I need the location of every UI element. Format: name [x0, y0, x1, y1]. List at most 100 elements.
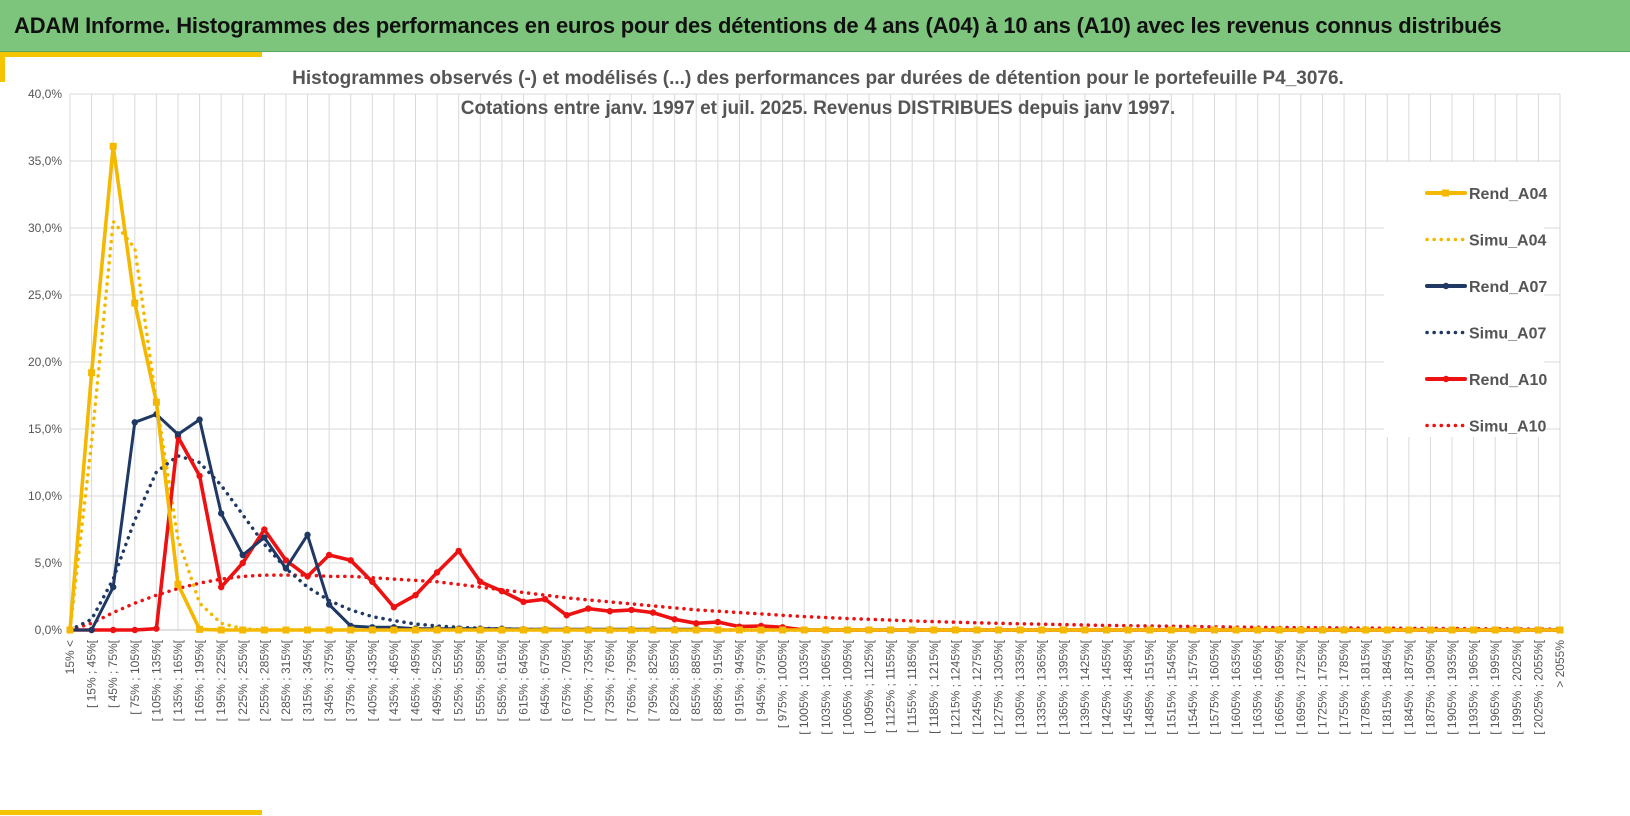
x-tick-label: [ 1485% ; 1515%[ — [1143, 639, 1157, 734]
data-point-rend-a04 — [1318, 626, 1326, 634]
data-point-rend-a04 — [563, 626, 571, 634]
legend-label-simu-a10: Simu_A10 — [1469, 419, 1546, 436]
data-point-rend-a10 — [261, 526, 268, 533]
data-point-rend-a04 — [1038, 626, 1046, 634]
data-point-rend-a04 — [995, 626, 1003, 634]
data-point-rend-a10 — [369, 578, 376, 585]
data-point-rend-a04 — [1189, 626, 1197, 634]
data-point-rend-a04 — [282, 626, 290, 634]
data-point-rend-a04 — [627, 626, 635, 634]
y-tick-label: 40,0% — [28, 87, 62, 101]
x-tick-label: [ 1995% ; 2025%[ — [1510, 639, 1524, 734]
x-tick-label: [ 1365% ; 1395%[ — [1056, 639, 1070, 734]
data-point-rend-a07 — [217, 510, 225, 517]
data-point-rend-a10 — [477, 578, 484, 585]
series-line-rend-a04 — [68, 144, 1562, 632]
data-point-rend-a04 — [1297, 626, 1305, 634]
legend: Rend_A04 Simu_A04 Rend_A07 Simu_A07 Rend_A10… — [1384, 162, 1547, 437]
data-point-rend-a04 — [692, 626, 700, 634]
x-tick-label: [ 1185% ; 1215%[ — [927, 639, 941, 734]
data-point-rend-a10 — [109, 626, 117, 634]
data-point-rend-a04 — [1405, 626, 1413, 634]
data-point-rend-a07 — [282, 565, 290, 572]
data-point-rend-a10 — [217, 583, 225, 591]
data-point-rend-a10 — [196, 472, 203, 480]
x-tick-label: [ 1125% ; 1155%[ — [884, 639, 898, 733]
legend-marker-rend-a10 — [1442, 375, 1450, 383]
x-tick-label: [ 495% ; 525%[ — [430, 639, 444, 721]
x-tick-label: [ 1725% ; 1755%[ — [1315, 639, 1329, 734]
data-point-rend-a04 — [390, 626, 398, 634]
header-bar: ADAM Informe. Histogrammes des performan… — [0, 0, 1630, 52]
x-tick-label: [ 1815% ; 1845%[ — [1380, 639, 1394, 734]
y-tick-label: 10,0% — [28, 489, 62, 503]
x-tick-label: [ 135% ; 165%[ — [171, 639, 185, 721]
data-point-rend-a04 — [519, 626, 527, 634]
data-point-rend-a04 — [174, 580, 182, 588]
x-tick-label: [ 1665% ; 1695%[ — [1272, 639, 1286, 734]
data-point-rend-a04 — [757, 626, 765, 634]
accent-bar-bottom — [0, 810, 262, 815]
y-tick-label: 20,0% — [28, 355, 62, 369]
y-tick-label: 25,0% — [28, 288, 62, 302]
data-point-rend-a04 — [541, 626, 549, 634]
data-point-rend-a10 — [628, 606, 635, 614]
data-point-rend-a07 — [109, 583, 117, 591]
x-tick-label: [ 735% ; 765%[ — [603, 639, 617, 721]
data-point-rend-a04 — [951, 626, 959, 634]
x-tick-label: [ 855% ; 885%[ — [689, 639, 703, 721]
x-tick-label: [ 1305% ; 1335%[ — [1013, 639, 1027, 734]
data-point-rend-a04 — [1016, 626, 1024, 634]
data-point-rend-a04 — [908, 626, 916, 634]
data-point-rend-a10 — [433, 569, 441, 576]
data-point-rend-a04 — [260, 626, 268, 634]
x-tick-label: [ 345% ; 375%[ — [322, 639, 336, 721]
data-point-rend-a10 — [563, 612, 570, 619]
data-point-rend-a04 — [865, 626, 873, 634]
data-point-rend-a04 — [1340, 626, 1348, 634]
x-tick-label: [ 1635% ; 1665%[ — [1251, 639, 1265, 734]
data-point-rend-a04 — [887, 626, 895, 634]
x-tick-label: [ 195% ; 225%[ — [214, 639, 228, 721]
x-tick-label: [ 1215% ; 1245%[ — [948, 639, 962, 734]
data-point-rend-a04 — [152, 398, 160, 406]
legend-box — [1384, 162, 1544, 437]
data-point-rend-a04 — [930, 626, 938, 634]
x-tick-label: [ 405% ; 435%[ — [365, 639, 379, 721]
x-tick-label: 15% < — [63, 640, 77, 674]
x-tick-label: [ 1455% ; 1485%[ — [1121, 639, 1135, 734]
data-point-rend-a04 — [671, 626, 679, 634]
data-point-rend-a04 — [239, 626, 247, 634]
x-tick-label: [ 945% ; 975%[ — [754, 639, 768, 721]
x-tick-label: [ 1515% ; 1545%[ — [1164, 639, 1178, 734]
data-point-rend-a04 — [843, 626, 851, 634]
data-point-rend-a04 — [217, 626, 225, 634]
data-point-rend-a04 — [1146, 626, 1154, 634]
x-tick-label: [ 585% ; 615%[ — [495, 639, 509, 721]
data-point-rend-a04 — [1362, 626, 1370, 634]
data-point-rend-a10 — [606, 608, 614, 615]
x-tick-label: [ 1155% ; 1185%[ — [905, 639, 919, 733]
x-tick-label: [ 705% ; 735%[ — [581, 639, 595, 721]
y-tick-label: 5,0% — [35, 556, 63, 570]
x-tick-label: [ 1275% ; 1305%[ — [992, 639, 1006, 734]
x-tick-label: [ 825% ; 855%[ — [668, 639, 682, 721]
x-tick-label: [ 645% ; 675%[ — [538, 639, 552, 721]
x-tick-label: [ 105% ; 135%[ — [149, 639, 163, 721]
x-tick-label: [ 15% ; 45%[ — [85, 639, 99, 708]
data-point-rend-a04 — [88, 369, 96, 377]
x-tick-label: [ 615% ; 645%[ — [516, 639, 530, 721]
x-tick-label: [ 435% ; 465%[ — [387, 639, 401, 721]
accent-bar-top — [0, 52, 262, 57]
x-tick-label: [ 225% ; 255%[ — [236, 639, 250, 721]
data-point-rend-a10 — [153, 625, 160, 632]
data-point-rend-a04 — [606, 626, 614, 634]
data-point-rend-a10 — [585, 605, 592, 612]
legend-marker-rend-a04 — [1442, 189, 1449, 197]
x-tick-label: [ 675% ; 705%[ — [560, 639, 574, 721]
legend-label-simu-a07: Simu_A07 — [1469, 326, 1546, 343]
data-point-rend-a04 — [584, 626, 592, 634]
data-point-rend-a04 — [779, 626, 787, 634]
data-point-rend-a04 — [800, 626, 808, 634]
x-tick-label: [ 1425% ; 1455%[ — [1100, 639, 1114, 734]
